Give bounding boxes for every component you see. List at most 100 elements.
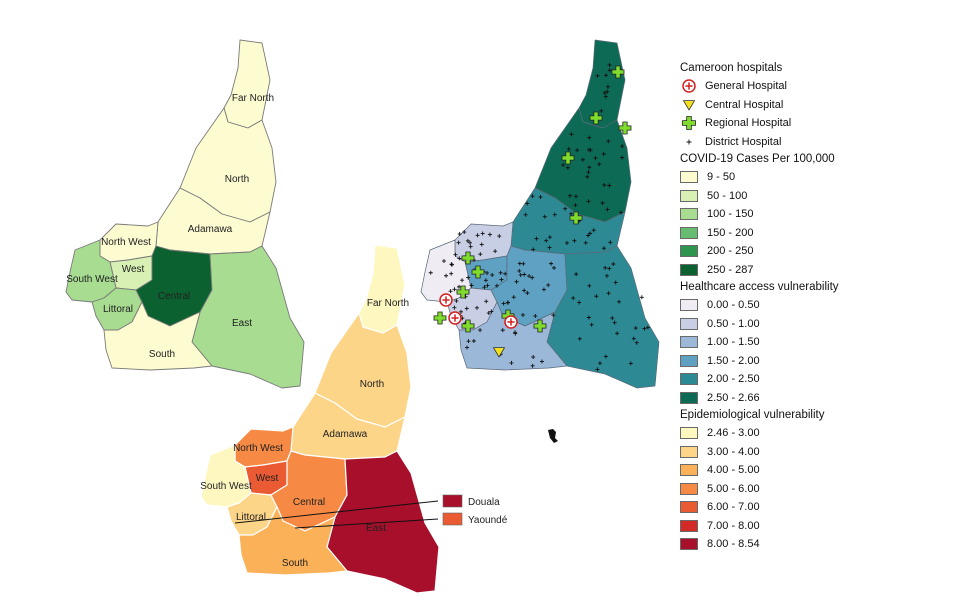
access-legend-item: 1.00 - 1.50 [680, 333, 950, 352]
covid-color-swatch [680, 263, 698, 276]
district-hospital-marker [478, 328, 483, 333]
covid-map-label-central: Central [158, 291, 190, 302]
covid-color-swatch [680, 226, 698, 239]
district-hospital-marker [639, 295, 644, 300]
map-legend: Cameroon hospitals General Hospital Centr… [680, 60, 950, 556]
district-hospital-marker [462, 230, 467, 235]
district-hospital-marker [601, 246, 606, 251]
epi-legend-label: 4.00 - 5.00 [707, 464, 760, 477]
district-hospital-marker [547, 245, 552, 250]
district-hospital-marker [594, 294, 599, 299]
district-hospital-marker [567, 193, 572, 198]
access-map-region-south [458, 301, 568, 371]
district-hospital-marker [631, 336, 636, 341]
district-hospital-marker [588, 231, 593, 236]
district-hospital-marker [457, 232, 462, 237]
district-hospital-marker [607, 266, 612, 271]
regional-hospital-marker [569, 211, 583, 225]
district-hospital-marker [589, 322, 594, 327]
epi-color-swatch [680, 519, 698, 532]
district-hospital-marker [552, 212, 557, 217]
access-color-swatch [680, 373, 698, 386]
district-hospital-marker [587, 165, 592, 170]
district-hospital-marker [569, 132, 574, 137]
district-hospital-marker [531, 355, 536, 360]
district-hospital-marker [552, 265, 557, 270]
district-hospital-marker [595, 367, 600, 372]
maps-canvas: Far North North Adamawa North West West South… [65, 39, 660, 594]
city-callouts: Douala Yaoundé [234, 494, 508, 529]
hospital-legend-label: District Hospital [705, 135, 782, 148]
district-hospital-marker [457, 284, 462, 289]
district-hospital-marker [500, 328, 505, 333]
district-hospital-marker [499, 277, 504, 282]
district-hospital-marker [517, 268, 522, 273]
district-hospital-marker [607, 183, 612, 188]
access-legend-label: 1.50 - 2.00 [707, 354, 760, 367]
epi-color-swatch [680, 427, 698, 440]
access-legend-item: 1.50 - 2.00 [680, 352, 950, 371]
district-hospital-marker [452, 287, 457, 292]
covid-map-region-far-north [223, 39, 271, 129]
hospital-legend-item-general: General Hospital [680, 77, 950, 96]
covid-legend-label: 150 - 200 [707, 226, 754, 239]
access-legend-label: 0.50 - 1.00 [707, 317, 760, 330]
epi-legend-item: 8.00 - 8.54 [680, 535, 950, 554]
district-hospital-marker [475, 233, 480, 238]
district-hospital-marker [561, 163, 566, 168]
general-hospital-marker [448, 311, 462, 325]
covid-map-label-north-west: North West [101, 237, 151, 248]
covid-legend-label: 9 - 50 [707, 171, 736, 184]
epi-legend: Epidemiological vulnerability 2.46 - 3.0… [680, 409, 950, 554]
callout-color-swatch [442, 494, 463, 508]
district-hospital-marker [566, 147, 571, 152]
access-color-swatch [680, 299, 698, 312]
regional-hospital-marker [589, 111, 603, 125]
district-hospital-marker [600, 201, 605, 206]
epi-map-label-central: Central [293, 497, 325, 508]
district-hospital-marker [591, 228, 596, 233]
access-color-swatch [680, 336, 698, 349]
district-hospital-marker [606, 139, 611, 144]
covid-map-label-north: North [225, 174, 249, 185]
covid-map-label-littoral: Littoral [103, 304, 133, 315]
district-hospital-marker [478, 252, 483, 257]
district-hospital-marker [520, 312, 525, 317]
district-hospital-marker [466, 275, 471, 280]
district-hospital-marker [525, 290, 530, 295]
district-hospital-marker [525, 201, 530, 206]
district-hospital-marker [583, 240, 588, 245]
epi-color-swatch [680, 464, 698, 477]
district-hospital-marker [522, 288, 527, 293]
covid-legend-item: 150 - 200 [680, 224, 950, 243]
district-hospital-marker [539, 359, 544, 364]
district-hospital-marker [603, 73, 608, 78]
covid-legend-label: 200 - 250 [707, 245, 754, 258]
district-hospital-marker [428, 270, 433, 275]
regional-hospital-marker [618, 121, 632, 135]
district-hospital-marker [634, 340, 639, 345]
district-hospital-marker [605, 89, 610, 94]
district-hospital-marker [620, 155, 625, 160]
access-color-swatch [680, 391, 698, 404]
district-hospital-marker [606, 291, 611, 296]
district-hospital-marker [522, 272, 527, 277]
covid-legend-title: COVID-19 Cases Per 100,000 [680, 153, 835, 165]
district-hospital-marker [448, 289, 453, 294]
district-hospital-marker [605, 84, 610, 89]
regional-hospital-marker [471, 265, 485, 279]
district-hospital-marker [613, 280, 618, 285]
district-hospital-marker [608, 240, 613, 245]
district-hospital-marker [466, 339, 471, 344]
district-hospital-marker [619, 210, 624, 215]
district-hospital-marker [593, 156, 598, 161]
district-hospital-marker [612, 320, 617, 325]
epi-legend-label: 2.46 - 3.00 [707, 427, 760, 440]
hospital-legend-label: General Hospital [705, 80, 787, 93]
district-hospital-marker [597, 162, 602, 167]
district-hospital-marker [530, 194, 535, 199]
epi-map-label-south: South [282, 558, 308, 569]
epi-map-region-far-north [358, 244, 406, 334]
district-hospital-marker [493, 249, 498, 254]
regional-hospital-marker [533, 319, 547, 333]
